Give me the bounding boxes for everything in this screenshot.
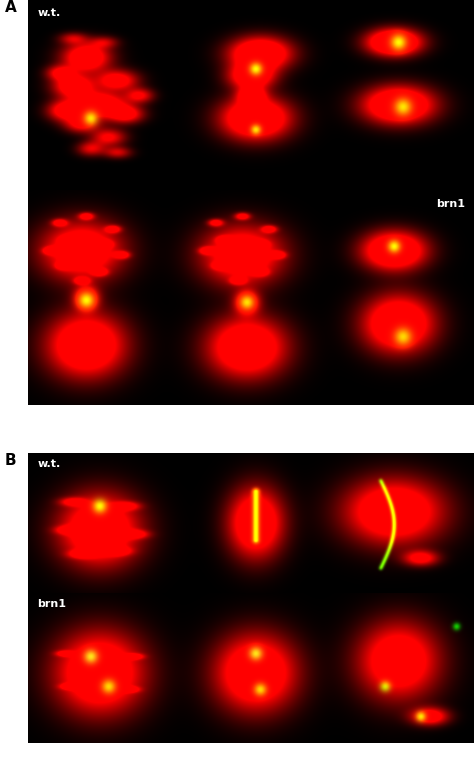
Text: A: A (5, 0, 17, 15)
Text: w.t.: w.t. (37, 8, 61, 18)
Text: B: B (5, 453, 17, 468)
Text: w.t.: w.t. (37, 459, 61, 469)
Text: brn1: brn1 (37, 599, 66, 609)
Text: brn1: brn1 (436, 199, 465, 209)
